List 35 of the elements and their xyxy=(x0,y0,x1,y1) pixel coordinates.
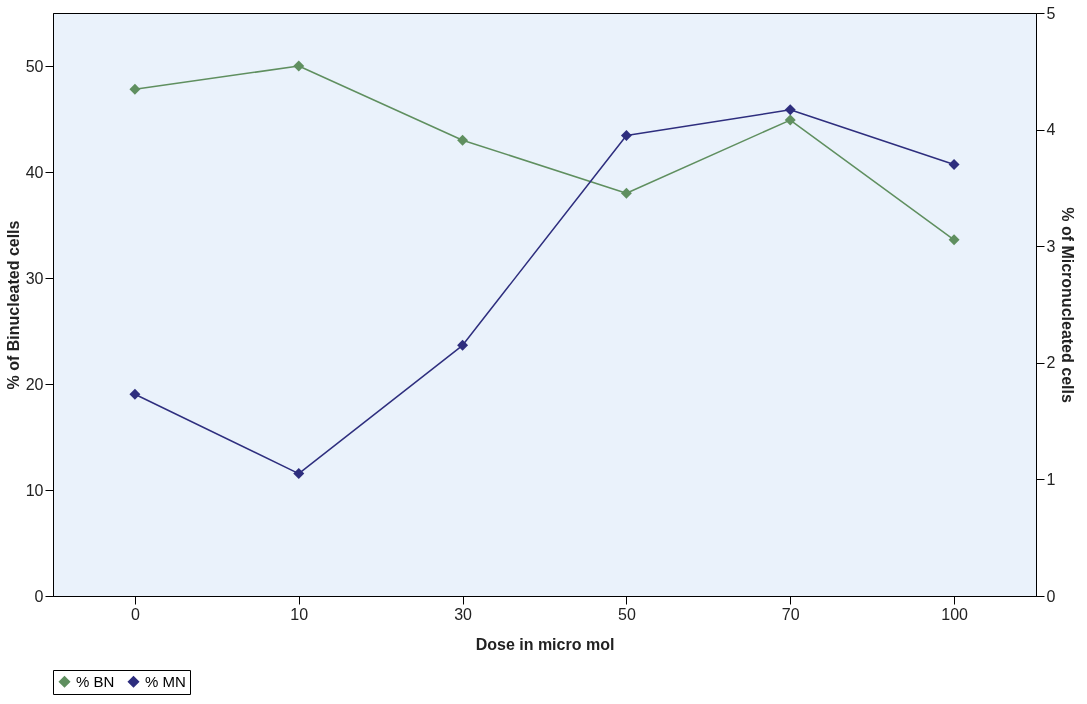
point xyxy=(784,114,796,126)
x-tick-label: 100 xyxy=(941,605,969,623)
x-tick-label: 0 xyxy=(130,605,140,623)
x-tick-label: 70 xyxy=(781,605,800,623)
point xyxy=(293,60,305,72)
legend-label: % MN xyxy=(145,672,186,690)
x-tick-label: 30 xyxy=(454,605,473,623)
point xyxy=(129,388,141,400)
point xyxy=(293,468,305,480)
y-tick-label: 10 xyxy=(25,481,44,499)
y2-tick-label: 1 xyxy=(1046,470,1056,488)
y2-tick-label: 0 xyxy=(1046,587,1056,605)
point xyxy=(129,83,141,95)
y-tick-label: 50 xyxy=(25,57,44,75)
y2-tick-label: 3 xyxy=(1046,237,1056,255)
y-tick-label: 40 xyxy=(25,163,44,181)
point xyxy=(948,159,960,171)
point xyxy=(784,104,796,116)
y2-axis-title: % of Micronucleated cells xyxy=(1059,207,1077,403)
point xyxy=(948,234,960,246)
y-tick-label: 30 xyxy=(25,269,44,287)
y2-tick-label: 2 xyxy=(1046,354,1056,372)
point xyxy=(620,187,632,199)
point xyxy=(457,339,469,351)
y-tick-label: 20 xyxy=(25,375,44,393)
point xyxy=(457,134,469,146)
x-tick-label: 10 xyxy=(290,605,309,623)
y-axis-title: % of Binucleated cells xyxy=(4,220,22,390)
y2-tick-label: 4 xyxy=(1046,121,1056,139)
x-tick-label: 50 xyxy=(618,605,636,623)
x-axis-title: Dose in micro mol xyxy=(475,635,615,653)
point xyxy=(620,129,632,141)
legend-label: % BN xyxy=(76,672,115,690)
y-tick-label: 0 xyxy=(34,587,44,605)
y2-tick-label: 5 xyxy=(1046,4,1056,22)
